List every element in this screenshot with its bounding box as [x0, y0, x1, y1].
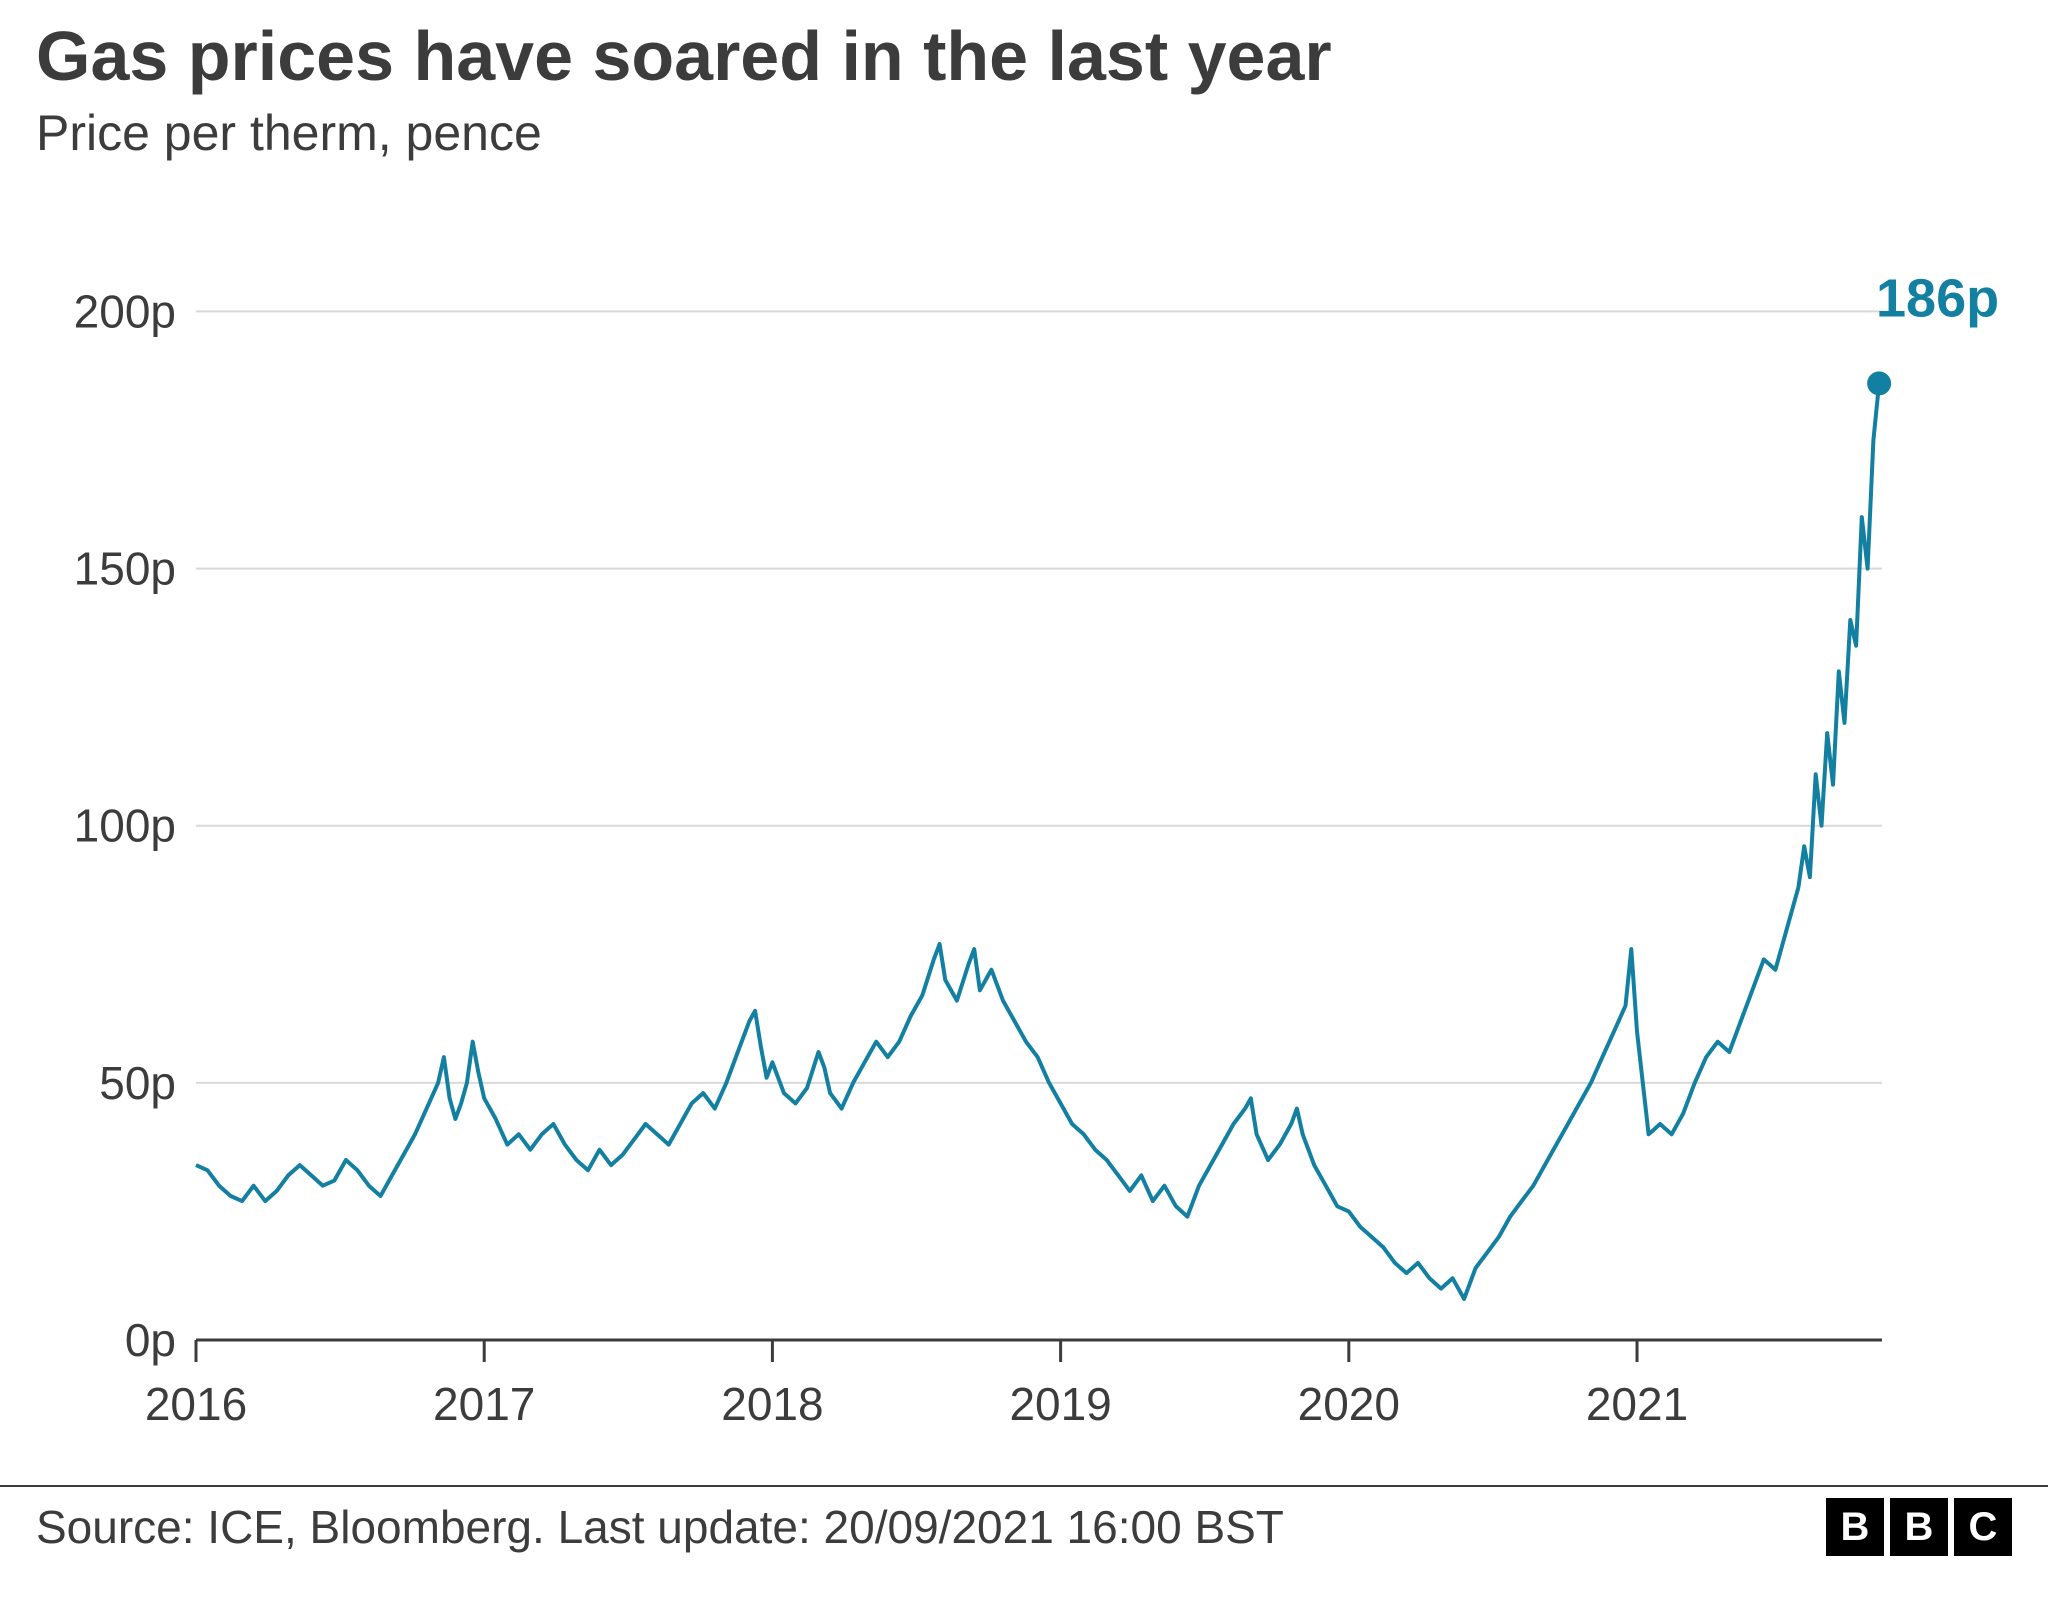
x-axis-tick-label: 2020 — [1298, 1378, 1400, 1430]
x-axis-tick-label: 2021 — [1586, 1378, 1688, 1430]
chart-subtitle: Price per therm, pence — [36, 104, 542, 162]
bbc-logo-letter: C — [1954, 1498, 2012, 1556]
x-axis-tick-label: 2019 — [1009, 1378, 1111, 1430]
x-axis-tick-label: 2016 — [145, 1378, 247, 1430]
y-axis-tick-label: 150p — [74, 543, 176, 595]
bbc-logo: B B C — [1826, 1498, 2012, 1556]
bbc-logo-letter: B — [1890, 1498, 1948, 1556]
chart-title: Gas prices have soared in the last year — [36, 16, 1332, 96]
line-chart: 0p 50p 100p 150p 200p 2016 2017 2018 2019 2020 202… — [36, 230, 2012, 1460]
y-axis-tick-label: 200p — [74, 285, 176, 337]
source-footnote: Source: ICE, Bloomberg. Last update: 20/… — [36, 1500, 1284, 1554]
endpoint-marker — [1867, 371, 1891, 395]
y-axis-tick-label: 50p — [99, 1057, 176, 1109]
x-axis-tick-label: 2018 — [721, 1378, 823, 1430]
footer-separator — [0, 1485, 2048, 1487]
bbc-logo-letter: B — [1826, 1498, 1884, 1556]
y-axis-tick-label: 100p — [74, 800, 176, 852]
endpoint-label: 186p — [1876, 268, 1999, 328]
price-line — [196, 383, 1879, 1299]
y-axis-tick-label: 0p — [125, 1314, 176, 1366]
x-axis-tick-label: 2017 — [433, 1378, 535, 1430]
